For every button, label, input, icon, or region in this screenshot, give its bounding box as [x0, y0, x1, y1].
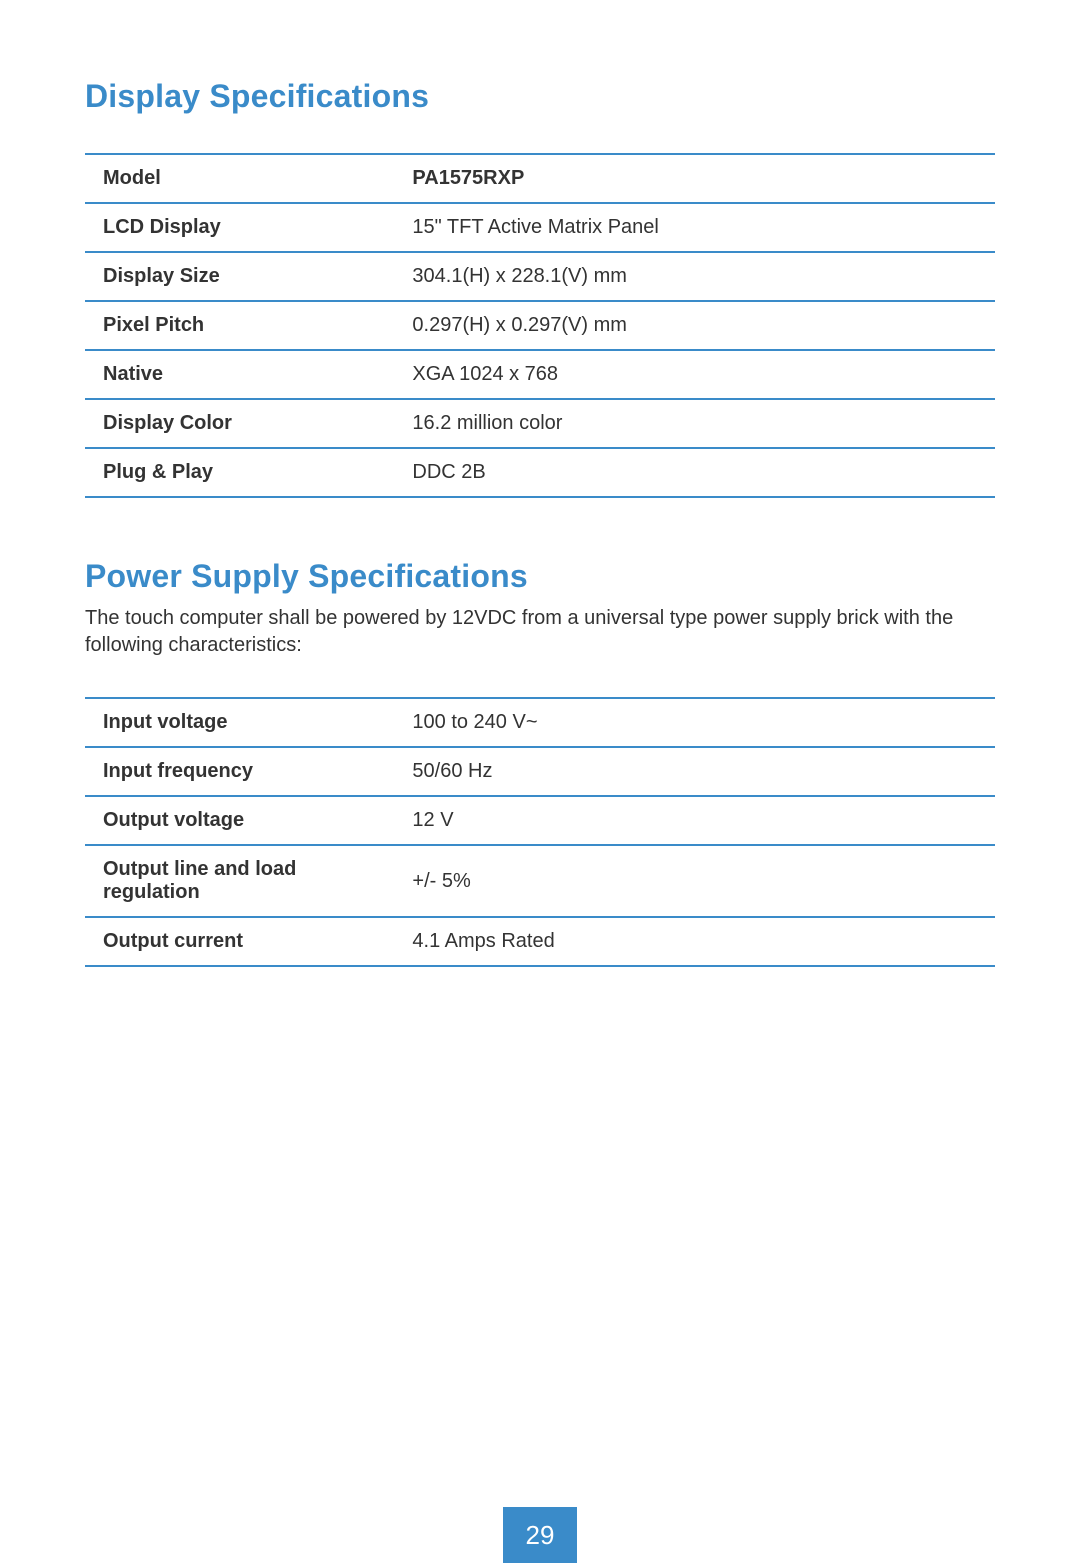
spec-label: Input frequency [85, 747, 394, 796]
spec-value: 4.1 Amps Rated [394, 917, 995, 966]
spec-value: 100 to 240 V~ [394, 698, 995, 747]
display-specs-table: ModelPA1575RXPLCD Display15" TFT Active … [85, 153, 995, 498]
spec-value: 15" TFT Active Matrix Panel [394, 203, 995, 252]
page-number-badge: 29 [503, 1507, 577, 1563]
spec-value: PA1575RXP [394, 154, 995, 203]
table-row: NativeXGA 1024 x 768 [85, 350, 995, 399]
spec-value: DDC 2B [394, 448, 995, 497]
spec-label: Display Size [85, 252, 394, 301]
spec-value: 16.2 million color [394, 399, 995, 448]
spec-label: Native [85, 350, 394, 399]
table-row: Plug & PlayDDC 2B [85, 448, 995, 497]
power-specs-table: Input voltage100 to 240 V~Input frequenc… [85, 697, 995, 967]
spec-value: 12 V [394, 796, 995, 845]
table-row: LCD Display15" TFT Active Matrix Panel [85, 203, 995, 252]
spec-value: 50/60 Hz [394, 747, 995, 796]
spec-value: XGA 1024 x 768 [394, 350, 995, 399]
power-specs-heading: Power Supply Specifications [85, 558, 995, 595]
spec-label: Output current [85, 917, 394, 966]
table-row: Output current4.1 Amps Rated [85, 917, 995, 966]
table-row: Display Color16.2 million color [85, 399, 995, 448]
spec-label: Plug & Play [85, 448, 394, 497]
spec-label: Pixel Pitch [85, 301, 394, 350]
table-row: Output line and load regulation+/- 5% [85, 845, 995, 917]
spec-label: Input voltage [85, 698, 394, 747]
table-row: ModelPA1575RXP [85, 154, 995, 203]
display-specs-heading: Display Specifications [85, 78, 995, 115]
spec-label: Display Color [85, 399, 394, 448]
table-row: Input frequency50/60 Hz [85, 747, 995, 796]
table-row: Input voltage100 to 240 V~ [85, 698, 995, 747]
table-row: Display Size304.1(H) x 228.1(V) mm [85, 252, 995, 301]
spec-label: Output voltage [85, 796, 394, 845]
spec-label: Model [85, 154, 394, 203]
spec-label: LCD Display [85, 203, 394, 252]
spec-label: Output line and load regulation [85, 845, 394, 917]
table-row: Output voltage12 V [85, 796, 995, 845]
page: Display Specifications ModelPA1575RXPLCD… [0, 0, 1080, 1563]
power-specs-intro: The touch computer shall be powered by 1… [85, 605, 995, 659]
spec-value: 0.297(H) x 0.297(V) mm [394, 301, 995, 350]
spec-value: +/- 5% [394, 845, 995, 917]
spec-value: 304.1(H) x 228.1(V) mm [394, 252, 995, 301]
table-row: Pixel Pitch0.297(H) x 0.297(V) mm [85, 301, 995, 350]
